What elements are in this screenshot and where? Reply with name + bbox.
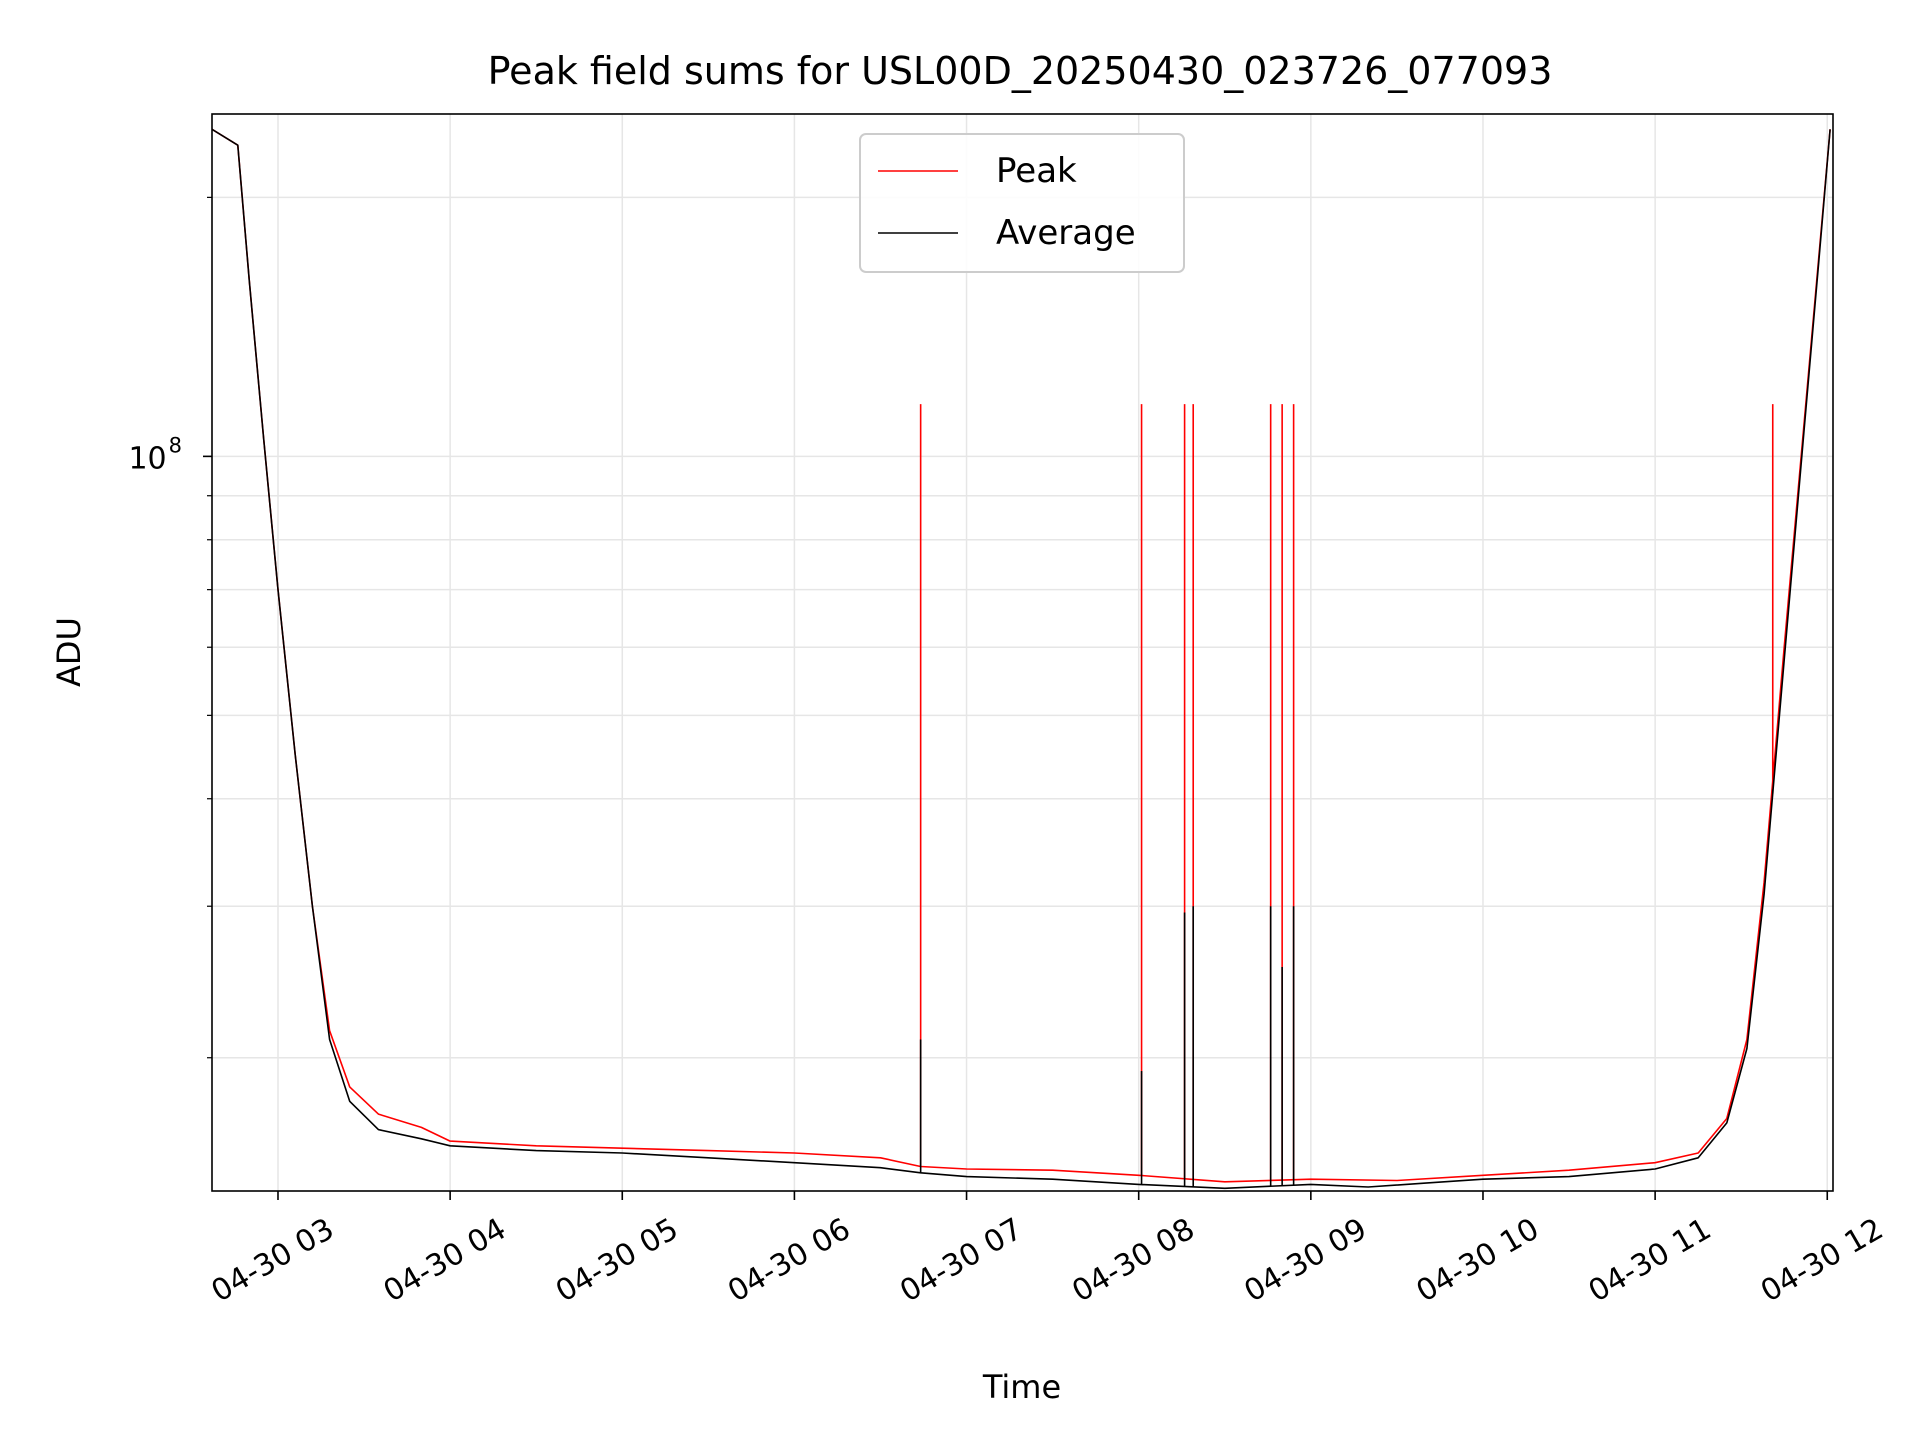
- plot-frame: [211, 113, 1834, 1192]
- x-axis-label: Time: [982, 1368, 1061, 1406]
- y-tick-label-exponent: 8: [169, 433, 182, 457]
- legend-label-peak: Peak: [996, 151, 1077, 191]
- series-average: [212, 128, 1831, 1190]
- legend-label-average: Average: [996, 213, 1136, 253]
- series-line-average: [212, 128, 1831, 1190]
- legend-box: [859, 133, 1185, 273]
- series-layer: [212, 128, 1831, 1190]
- chart-title: Peak field sums for USL00D_20250430_0237…: [488, 49, 1553, 93]
- grid: [212, 114, 1833, 1191]
- y-axis-label: ADU: [50, 617, 88, 687]
- legend: Peak Average: [859, 133, 1185, 273]
